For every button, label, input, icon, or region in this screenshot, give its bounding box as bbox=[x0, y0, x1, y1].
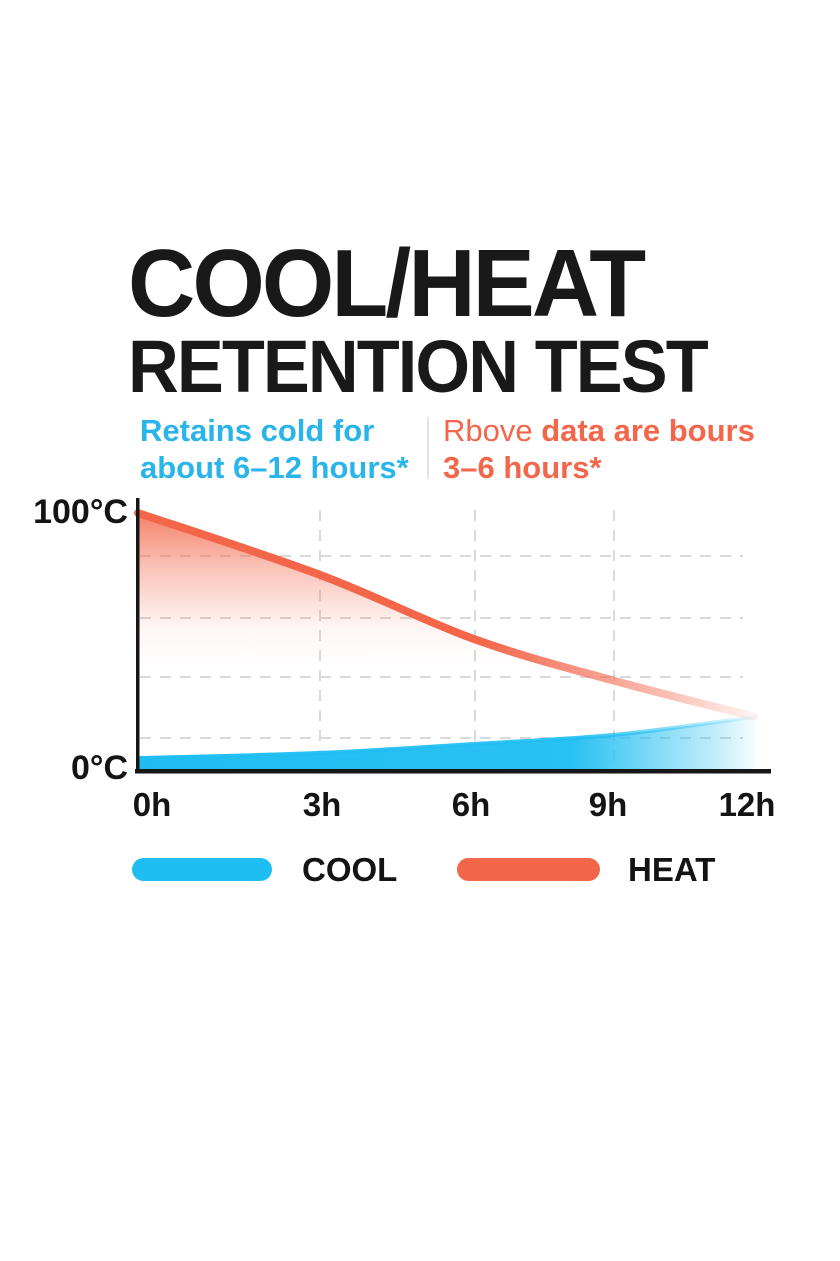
subtitle-heat-line2: 3–6 hours* bbox=[443, 450, 602, 485]
legend-swatch-heat bbox=[457, 858, 600, 881]
heat-area bbox=[138, 513, 755, 771]
cool-line bbox=[136, 714, 757, 761]
x-tick-3h: 3h bbox=[302, 786, 342, 823]
subtitle-heat-line1-rest: data are bours bbox=[532, 413, 755, 448]
subtitle-cool-line2: about 6–12 hours* bbox=[140, 450, 409, 485]
x-axis-line bbox=[135, 769, 771, 774]
subtitle-cool-line1: Retains cold for bbox=[140, 413, 375, 448]
subtitle-heat: Rbove data are bours 3–6 hours* bbox=[443, 412, 755, 486]
legend-label-heat: HEAT bbox=[628, 851, 716, 888]
page-subtitle-title: RETENTION TEST bbox=[128, 325, 709, 408]
subtitle-cool: Retains cold for about 6–12 hours* bbox=[140, 412, 409, 486]
y-tick-100c: 100°C bbox=[33, 493, 128, 531]
heat-line bbox=[134, 509, 759, 721]
page-title: COOL/HEAT bbox=[128, 230, 646, 337]
x-tick-0h: 0h bbox=[132, 786, 172, 823]
x-tick-9h: 9h bbox=[588, 786, 628, 823]
cool-area bbox=[138, 716, 755, 771]
legend-label-cool: COOL bbox=[302, 851, 398, 888]
subtitle-divider bbox=[427, 417, 429, 479]
retention-chart bbox=[134, 498, 771, 774]
y-axis-line bbox=[136, 498, 140, 773]
x-tick-12h: 12h bbox=[718, 786, 776, 823]
y-tick-0c: 0°C bbox=[70, 749, 128, 787]
x-tick-6h: 6h bbox=[451, 786, 491, 823]
subtitle-heat-line1: Rbove data are bours bbox=[443, 412, 755, 449]
subtitle-heat-lead-word: Rbove bbox=[443, 413, 533, 448]
legend-swatch-cool bbox=[132, 858, 272, 881]
